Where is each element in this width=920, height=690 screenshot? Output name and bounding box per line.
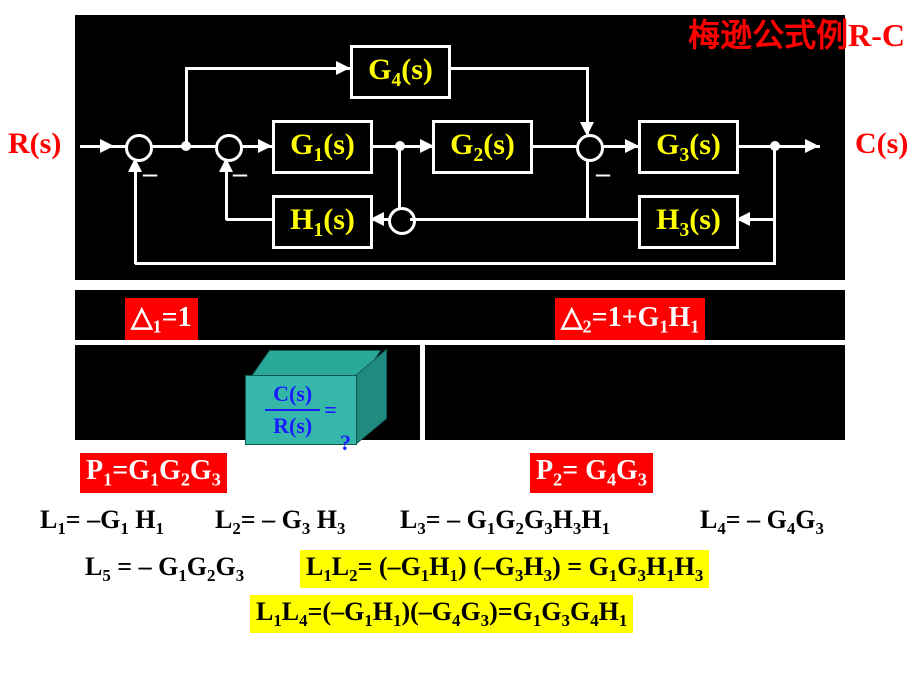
loop-l1l2: L1L2= (–G1H1) (–G3H3) = G1G3H1H3 <box>300 550 709 588</box>
input-label: R(s) <box>8 127 61 161</box>
slide: 梅逊公式例R-C R(s) C(s) G1(s) G2(s) G3(s) G4(… <box>0 0 920 690</box>
frac-num: C(s) <box>273 381 312 407</box>
loop-l5: L5 = – G1G2G3 <box>85 552 244 586</box>
block-g3: G3(s) <box>638 120 739 174</box>
line <box>135 262 775 265</box>
arrow <box>128 158 142 172</box>
transfer-function-cube: C(s) R(s) = ? <box>245 350 385 450</box>
arrow <box>100 139 114 153</box>
line <box>185 67 350 70</box>
question-mark: ? <box>340 430 351 456</box>
frac-eq: = <box>324 397 337 423</box>
arrow <box>219 158 233 172</box>
output-label: C(s) <box>855 127 908 161</box>
loop-l4: L4= – G4G3 <box>700 505 824 539</box>
block-g4: G4(s) <box>350 45 451 99</box>
line <box>586 160 589 220</box>
arrow <box>370 212 384 226</box>
minus-sign: – <box>596 158 610 190</box>
arrow <box>336 61 350 75</box>
slide-title: 梅逊公式例R-C <box>688 10 905 56</box>
block-g2: G2(s) <box>432 120 533 174</box>
node-dot <box>181 141 191 151</box>
line <box>226 218 272 221</box>
line <box>185 67 188 147</box>
line <box>773 220 776 265</box>
delta-1-box: △1=1 <box>125 298 198 340</box>
delta-2-box: △2=1+G1H1 <box>555 298 705 340</box>
block-h1: H1(s) <box>272 195 373 249</box>
arrow <box>625 139 639 153</box>
arrow <box>258 139 272 153</box>
feedback-node <box>388 207 416 235</box>
path-p2: P2= G4G3 <box>530 453 653 493</box>
loop-l1l4: L1L4=(–G1H1)(–G4G3)=G1G3G4H1 <box>250 595 633 633</box>
frac-line <box>265 409 320 411</box>
black-strip-3 <box>425 345 845 440</box>
arrow <box>805 139 819 153</box>
line <box>586 218 638 221</box>
arrow <box>736 212 750 226</box>
loop-l3: L3= – G1G2G3H3H1 <box>400 505 610 539</box>
loop-l1: L1= –G1 H1 <box>40 505 164 539</box>
arrow <box>580 122 594 136</box>
line <box>448 67 588 70</box>
minus-sign: – <box>233 158 247 190</box>
frac-den: R(s) <box>273 413 312 439</box>
line <box>410 218 586 221</box>
line <box>134 160 137 264</box>
loop-l2: L2= – G3 H3 <box>215 505 345 539</box>
minus-sign: – <box>143 158 157 190</box>
block-g1: G1(s) <box>272 120 373 174</box>
path-p1: P1=G1G2G3 <box>80 453 227 493</box>
block-h3: H3(s) <box>638 195 739 249</box>
line <box>773 145 776 220</box>
